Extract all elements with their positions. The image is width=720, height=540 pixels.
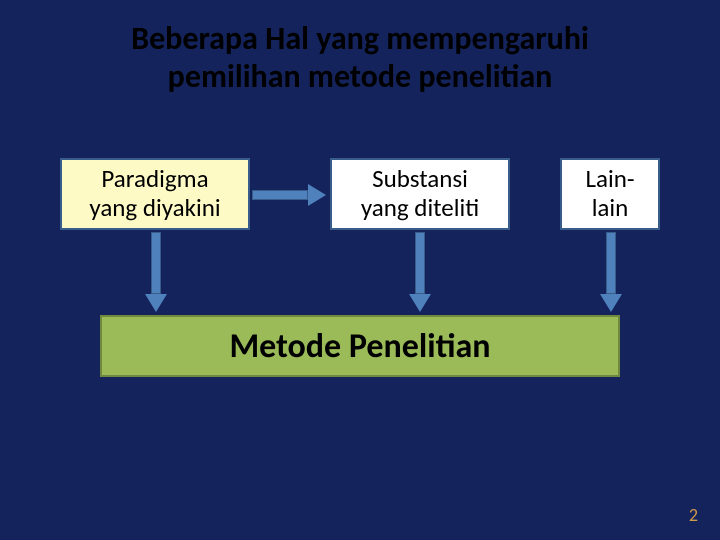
arrow-head [600,294,622,312]
arrow-head [145,294,167,312]
box2-line1: Substansi [372,163,468,194]
slide: Beberapa Hal yang mempengaruhi pemilihan… [0,0,720,540]
box-metode-penelitian: Metode Penelitian [100,315,620,377]
slide-title: Beberapa Hal yang mempengaruhi pemilihan… [40,20,680,97]
arrow-down-icon [145,232,167,312]
arrow-shaft [415,232,425,294]
box-paradigma: Paradigma yang diyakini [60,158,250,230]
box1-line2: yang diyakini [89,192,220,223]
arrow-right-icon [252,184,326,206]
arrow-head [308,184,326,206]
arrow-down-icon [409,232,431,312]
box1-line1: Paradigma [101,163,208,194]
arrow-shaft [151,232,161,294]
box3-line1: Lain- [585,163,634,194]
arrow-shaft [252,190,308,200]
page-number: 2 [689,504,698,526]
box-lain: Lain- lain [560,158,660,230]
box2-line2: yang diteliti [361,192,479,223]
title-line2: pemilihan metode penelitian [168,57,553,96]
box3-line2: lain [592,192,629,223]
arrow-head [409,294,431,312]
arrow-down-icon [600,232,622,312]
title-line1: Beberapa Hal yang mempengaruhi [131,19,589,58]
arrow-shaft [606,232,616,294]
box-substansi: Substansi yang diteliti [330,158,510,230]
result-text: Metode Penelitian [229,326,490,367]
